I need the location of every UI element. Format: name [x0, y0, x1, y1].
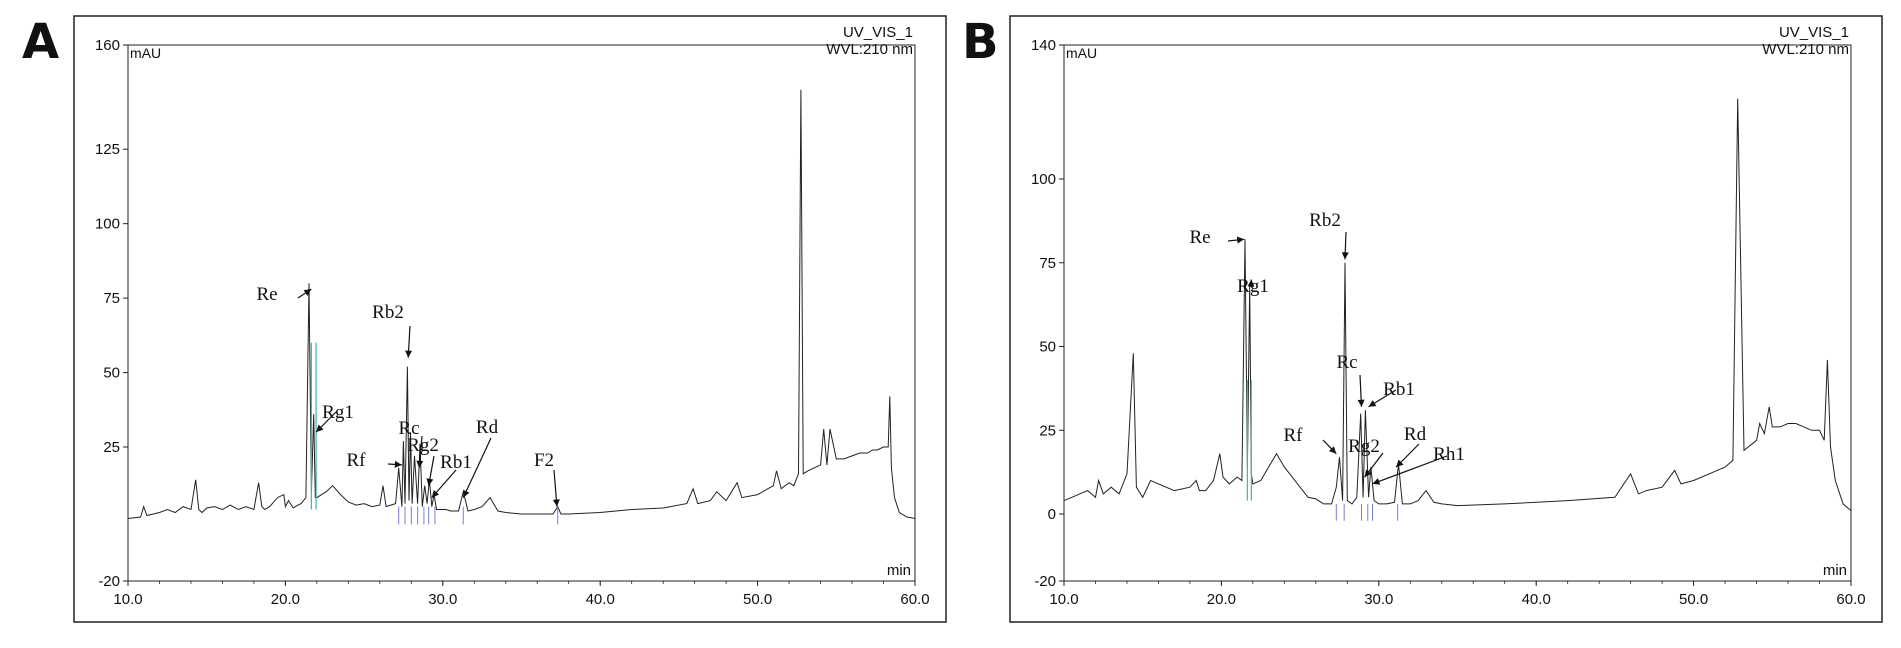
peak-label: Rc: [398, 418, 419, 439]
x-tick-label: 10.0: [113, 591, 142, 608]
y-tick-label: 50: [103, 365, 120, 382]
peak-label: Rb2: [372, 302, 404, 323]
peak-arrow-head: [303, 289, 312, 296]
x-tick-label: 50.0: [743, 591, 772, 608]
y-tick-label: 125: [95, 141, 120, 158]
peak-arrow-head: [463, 489, 470, 498]
x-axis-label: min: [887, 562, 911, 579]
peak-label: F2: [534, 450, 554, 471]
panel-letter-b: B: [962, 14, 999, 70]
y-axis-label: mAU: [130, 45, 161, 61]
panel-letter-a: A: [22, 14, 60, 70]
peak-arrow-head: [552, 499, 560, 507]
peak-arrow-head: [416, 460, 424, 468]
y-tick-label: 75: [103, 290, 120, 307]
x-tick-label: 30.0: [428, 591, 457, 608]
peak-label: Rf: [347, 450, 367, 471]
peak-arrow-head: [431, 490, 440, 498]
peak-label: Rd: [476, 417, 499, 438]
peak-arrow-head: [394, 460, 402, 468]
peak-label: Rb1: [440, 452, 472, 473]
y-tick-label: 25: [103, 439, 120, 456]
y-tick-label: -20: [98, 573, 120, 590]
wavelength-label: WVL:210 nm: [826, 41, 913, 58]
plot-area: [127, 44, 916, 582]
peak-arrow: [462, 437, 492, 498]
peak-arrow-head: [426, 478, 434, 486]
peak-arrow-head: [405, 350, 413, 358]
peak-label: Rg1: [322, 402, 354, 423]
chromatogram-trace: [127, 89, 916, 519]
x-tick-label: 60.0: [900, 591, 929, 608]
y-tick-label: 100: [95, 216, 120, 233]
detector-channel-label: UV_VIS_1: [843, 24, 913, 41]
x-tick-label: 20.0: [271, 591, 300, 608]
peak-label: Re: [256, 284, 277, 305]
peak-arrow-head: [316, 424, 324, 433]
peak-label: Rg2: [407, 435, 439, 456]
y-tick-label: 160: [95, 37, 120, 54]
figure-frame: [73, 15, 947, 623]
x-tick-label: 40.0: [586, 591, 615, 608]
